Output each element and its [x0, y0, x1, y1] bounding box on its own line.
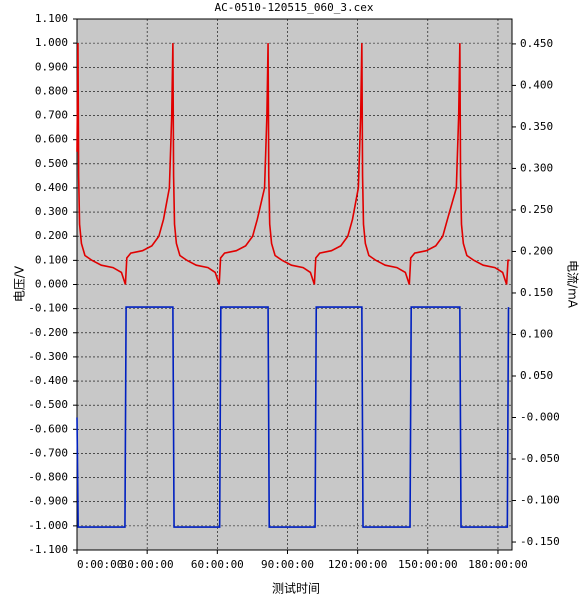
y-tick-label: -0.100: [28, 302, 68, 315]
y2-axis-title: 电流/mA: [566, 260, 580, 309]
y-tick-label: -0.500: [28, 398, 68, 411]
y2-tick-label: 0.100: [520, 327, 553, 340]
y-tick-label: -1.100: [28, 543, 68, 556]
y-tick-label: -0.700: [28, 446, 68, 459]
y-tick-label: -0.400: [28, 374, 68, 387]
y-tick-label: 0.500: [35, 157, 68, 170]
y-tick-label: 0.200: [35, 229, 68, 242]
x-tick-label: 30:00:00: [121, 558, 174, 571]
y-tick-label: 0.900: [35, 60, 68, 73]
x-tick-label: 180:00:00: [468, 558, 528, 571]
y2-tick-label: 0.300: [520, 161, 553, 174]
y-tick-label: 0.600: [35, 133, 68, 146]
y2-tick-label: 0.250: [520, 203, 553, 216]
y-tick-label: -0.300: [28, 350, 68, 363]
y2-tick-label: 0.350: [520, 120, 553, 133]
x-tick-label: 60:00:00: [191, 558, 244, 571]
y-tick-label: -0.800: [28, 471, 68, 484]
y-axis-title: 电压/V: [13, 265, 27, 302]
y2-tick-label: 0.050: [520, 369, 553, 382]
y-tick-label: 0.800: [35, 84, 68, 97]
x-tick-label: 150:00:00: [398, 558, 458, 571]
y-tick-label: 0.700: [35, 109, 68, 122]
x-axis-title: 测试时间: [272, 581, 320, 596]
x-tick-label: 90:00:00: [261, 558, 314, 571]
y-tick-label: -0.900: [28, 495, 68, 508]
y2-tick-label: -0.150: [520, 535, 560, 548]
y-tick-label: 0.000: [35, 278, 68, 291]
y-tick-label: -1.000: [28, 519, 68, 532]
y-tick-label: 1.000: [35, 36, 68, 49]
series-line: [76, 306, 510, 528]
y2-tick-label: 0.150: [520, 286, 553, 299]
y-tick-label: 0.300: [35, 205, 68, 218]
y2-tick-label: 0.200: [520, 244, 553, 257]
y2-tick-label: 0.400: [520, 78, 553, 91]
y2-tick-label: -0.100: [520, 494, 560, 507]
y-tick-label: -0.200: [28, 326, 68, 339]
y2-tick-label: 0.450: [520, 37, 553, 50]
y-tick-label: 0.100: [35, 253, 68, 266]
x-tick-label: 0:00:00: [77, 558, 123, 571]
y-tick-label: 0.400: [35, 181, 68, 194]
series-line: [76, 43, 510, 285]
chart-title: AC-0510-120515_060_3.cex: [215, 1, 374, 14]
y-tick-label: 1.100: [35, 12, 68, 25]
y-tick-label: -0.600: [28, 422, 68, 435]
y2-tick-label: -0.000: [520, 410, 560, 423]
y2-tick-label: -0.050: [520, 452, 560, 465]
x-tick-label: 120:00:00: [328, 558, 388, 571]
